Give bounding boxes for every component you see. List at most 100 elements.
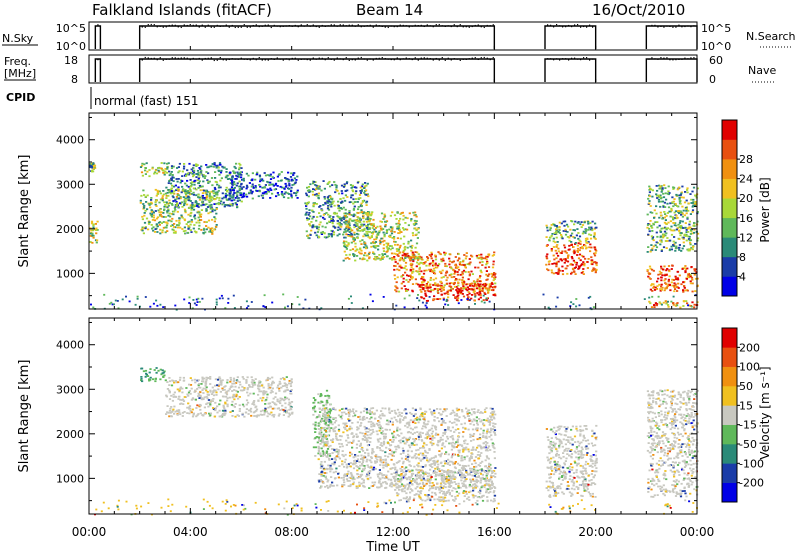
range-gate-cell [234,403,237,405]
range-gate-cell [418,255,421,258]
range-gate-cell [364,432,367,435]
range-gate-cell [284,306,286,309]
range-gate-cell [675,224,678,227]
range-gate-cell [206,402,209,405]
range-gate-cell [121,298,124,301]
range-gate-cell [235,184,238,187]
range-gate-cell [343,250,346,253]
range-gate-cell [327,464,330,467]
range-gate-cell [455,285,458,288]
range-gate-cell [364,211,367,214]
range-gate-cell [168,219,171,222]
range-gate-cell [348,227,352,229]
range-gate-cell [403,306,406,309]
range-gate-cell [450,276,453,279]
range-gate-cell [589,228,592,231]
range-gate-cell [458,289,461,292]
range-gate-cell [218,170,221,172]
range-gate-cell [379,417,382,420]
range-gate-cell [553,262,556,265]
range-gate-cell [154,377,157,380]
range-gate-cell [310,221,313,223]
range-gate-cell [257,414,260,417]
range-gate-cell [320,209,323,212]
range-gate-cell [319,487,322,489]
range-gate-cell [314,398,317,401]
range-gate-cell [442,276,445,278]
range-gate-cell [459,290,462,293]
range-gate-cell [205,196,208,199]
range-gate-cell [207,226,210,229]
trace-dot [360,56,362,59]
range-gate-cell [178,170,181,172]
range-gate-cell [378,230,381,233]
range-gate-cell [689,282,692,285]
power-cells [89,162,700,311]
range-gate-cell [662,206,665,208]
range-gate-cell [478,291,481,293]
range-gate-cell [398,259,401,262]
range-gate-cell [216,164,219,167]
range-gate-cell [189,377,192,379]
range-gate-cell [594,269,597,272]
range-gate-cell [338,224,341,227]
range-gate-cell [143,194,146,196]
range-gate-cell [655,231,658,234]
range-gate-cell [662,233,665,236]
range-gate-cell [199,412,202,415]
range-gate-cell [224,402,227,405]
trace-dot [354,25,356,27]
range-gate-cell [311,193,315,196]
range-gate-cell [387,247,390,250]
range-gate-cell [656,242,659,244]
range-gate-cell [167,209,170,212]
freq-panel: Freq. [MHz] 18 8 60 0 Nave [4,54,776,86]
range-gate-cell [166,191,169,194]
range-gate-cell [691,278,694,281]
range-gate-cell [397,222,400,225]
range-gate-cell [672,279,675,281]
range-gate-cell [264,174,268,177]
range-gate-cell [201,185,204,188]
range-gate-cell [162,212,165,214]
range-gate-cell [660,276,663,279]
range-gate-cell [670,209,673,212]
range-gate-cell [317,424,320,427]
range-gate-cell [470,485,473,488]
range-gate-cell [326,197,330,200]
range-gate-cell [196,202,199,205]
range-gate-cell [324,395,327,397]
range-gate-cell [329,195,332,198]
range-gate-cell [227,204,230,207]
range-gate-cell [492,273,495,276]
range-gate-cell [404,245,407,248]
range-gate-cell [148,221,151,224]
range-gate-cell [152,211,155,214]
range-gate-cell [584,257,587,260]
range-gate-cell [276,398,279,401]
range-gate-cell [281,404,284,407]
range-gate-cell [431,264,435,267]
trace-dot [357,57,359,59]
range-gate-cell [481,290,484,292]
range-gate-cell [648,230,651,233]
range-gate-cell [189,392,192,395]
range-gate-cell [268,402,272,405]
range-gate-cell [353,219,356,222]
range-gate-cell [547,306,550,309]
trace-dot [285,58,287,60]
range-gate-cell [171,228,174,231]
range-gate-cell [460,291,463,294]
range-gate-cell [651,238,654,240]
range-gate-cell [408,212,411,215]
range-gate-cell [594,261,597,263]
range-gate-cell [691,211,694,213]
range-gate-cell [145,372,148,375]
range-gate-cell [659,205,662,208]
range-gate-cell [202,387,205,390]
trace-dot [303,25,305,27]
range-gate-cell [659,214,663,217]
range-gate-cell [396,276,399,279]
range-gate-cell [425,444,428,446]
range-gate-cell [659,229,662,232]
